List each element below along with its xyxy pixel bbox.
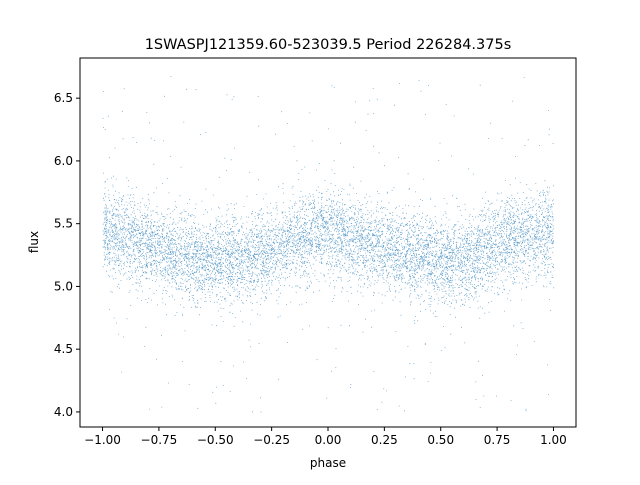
x-tick-label: −0.50 (197, 433, 234, 447)
x-tick-label: 0.50 (427, 433, 454, 447)
y-tick-label: 4.5 (54, 342, 73, 356)
x-tick-label: 1.00 (540, 433, 567, 447)
y-tick-label: 5.5 (54, 217, 73, 231)
y-tick-label: 6.0 (54, 154, 73, 168)
x-tick-label: −0.25 (253, 433, 290, 447)
y-tick-label: 6.5 (54, 91, 73, 105)
x-tick-label: 0.25 (371, 433, 398, 447)
y-axis-ticks: 4.0 4.5 5.0 5.5 6.0 6.5 (54, 91, 80, 419)
y-tick-label: 4.0 (54, 405, 73, 419)
x-axis-label: phase (310, 456, 346, 470)
data-points (102, 76, 555, 413)
x-tick-label: 0.75 (484, 433, 511, 447)
x-axis-ticks: −1.00 −0.75 −0.50 −0.25 0.00 0.25 0.50 0.75 1.00 (84, 427, 567, 447)
y-axis-label: flux (27, 231, 41, 253)
scatter-points (102, 76, 555, 413)
x-tick-label: −1.00 (84, 433, 121, 447)
y-tick-label: 5.0 (54, 279, 73, 293)
chart-title: 1SWASPJ121359.60-523039.5 Period 226284.… (145, 37, 512, 53)
x-tick-label: 0.00 (315, 433, 342, 447)
x-tick-label: −0.75 (141, 433, 178, 447)
